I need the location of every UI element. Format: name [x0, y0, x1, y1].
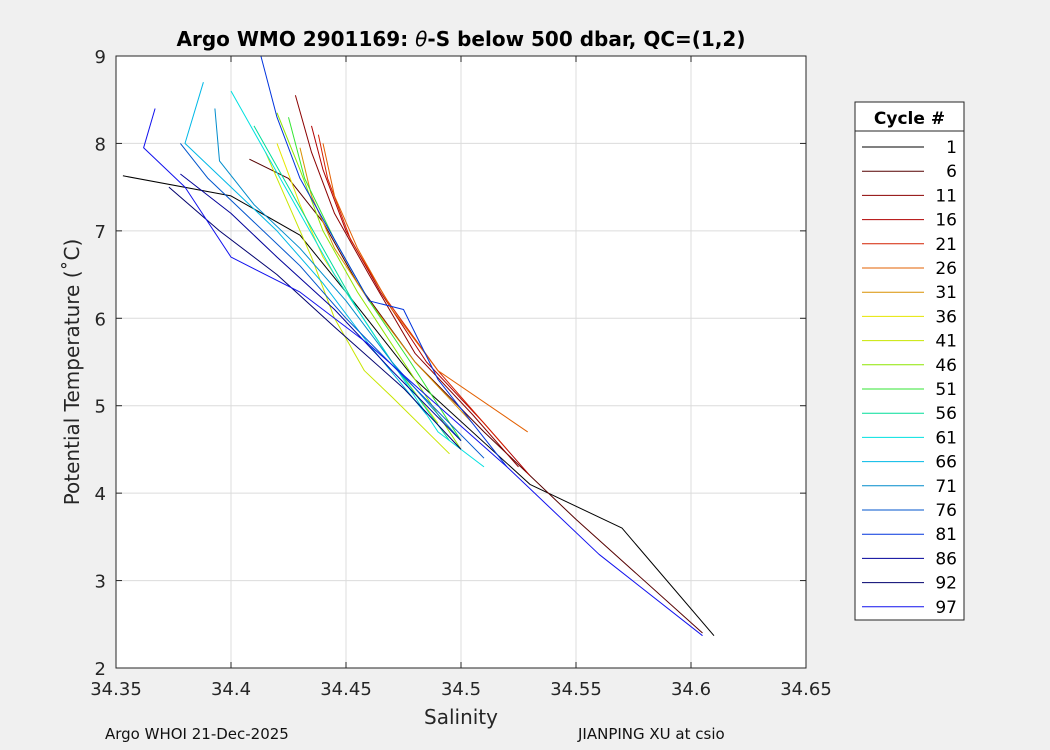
footer-right-credit: JIANPING XU at csio: [578, 725, 725, 743]
y-tick-label: 8: [95, 134, 106, 155]
series-line-cycle-6: [249, 158, 703, 634]
series-line-cycle-26: [322, 143, 528, 433]
y-tick-label: 7: [95, 222, 106, 243]
legend-label-cycle-56: 56: [935, 404, 957, 424]
data-series: [122, 55, 715, 637]
legend-label-cycle-61: 61: [935, 428, 957, 448]
footer-left-credit: Argo WHOI 21-Dec-2025: [105, 725, 289, 743]
series-line-cycle-11: [294, 95, 519, 468]
y-tick-label: 2: [95, 659, 106, 680]
series-line-cycle-86: [180, 173, 462, 442]
legend-label-cycle-86: 86: [935, 549, 957, 569]
legend-label-cycle-76: 76: [935, 501, 957, 521]
y-tick-label: 6: [95, 309, 106, 330]
x-tick-label: 34.4: [211, 679, 251, 700]
x-tick-label: 34.5: [441, 679, 481, 700]
legend-label-cycle-1: 1: [946, 138, 957, 158]
title-theta-symbol: θ: [415, 27, 427, 51]
legend-label-cycle-41: 41: [935, 332, 957, 352]
legend-label-cycle-92: 92: [935, 574, 957, 594]
legend-label-cycle-31: 31: [935, 283, 957, 303]
y-tick-label: 3: [95, 572, 106, 593]
legend-label-cycle-71: 71: [935, 477, 957, 497]
legend-label-cycle-46: 46: [935, 356, 957, 376]
series-line-cycle-81: [260, 55, 508, 468]
y-tick-label: 9: [95, 47, 106, 68]
legend-label-cycle-11: 11: [935, 186, 957, 206]
chart-title: Argo WMO 2901169: θ-S below 500 dbar, QC…: [177, 27, 746, 51]
legend-label-cycle-51: 51: [935, 380, 957, 400]
y-axis-ticks: 2 3 4 5 6 7 8 9: [95, 47, 806, 680]
series-line-cycle-76: [180, 143, 485, 459]
x-axis-ticks: 34.35 34.4 34.45 34.5 34.55 34.6 34.65: [90, 56, 832, 700]
legend-label-cycle-21: 21: [935, 235, 957, 255]
x-tick-label: 34.6: [671, 679, 711, 700]
x-tick-label: 34.45: [320, 679, 372, 700]
series-line-cycle-97: [143, 108, 703, 637]
legend-label-cycle-6: 6: [946, 162, 957, 182]
series-line-cycle-61: [230, 90, 485, 468]
series-line-cycle-92: [168, 186, 462, 450]
legend-label-cycle-81: 81: [935, 525, 957, 545]
title-prefix: Argo WMO 2901169:: [177, 27, 416, 51]
legend-title: Cycle #: [874, 109, 945, 129]
y-axis-label: Potential Temperature (˚C): [60, 239, 84, 506]
series-line-cycle-1: [122, 175, 715, 637]
x-tick-label: 34.65: [780, 679, 832, 700]
series-line-cycle-21: [317, 134, 508, 450]
legend-label-cycle-36: 36: [935, 307, 957, 327]
series-line-cycle-71: [214, 108, 462, 442]
legend: Cycle # 16111621263136414651566166717681…: [854, 101, 965, 621]
x-tick-label: 34.35: [90, 679, 142, 700]
legend-label-cycle-16: 16: [935, 211, 957, 231]
x-tick-label: 34.55: [550, 679, 602, 700]
title-suffix: -S below 500 dbar, QC=(1,2): [427, 27, 745, 51]
series-line-cycle-46: [276, 112, 462, 450]
legend-label-cycle-97: 97: [935, 598, 957, 618]
legend-box: [854, 101, 965, 621]
x-axis-label: Salinity: [424, 705, 498, 729]
y-tick-label: 5: [95, 397, 106, 418]
legend-label-cycle-26: 26: [935, 259, 957, 279]
legend-label-cycle-66: 66: [935, 453, 957, 473]
y-tick-label: 4: [95, 484, 106, 505]
